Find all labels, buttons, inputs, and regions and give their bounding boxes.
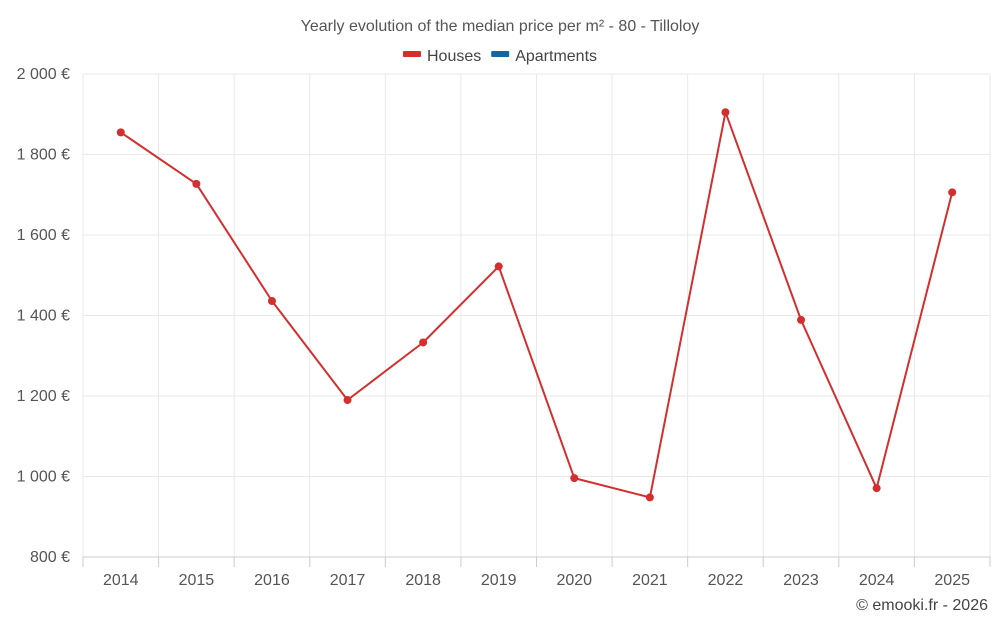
y-tick-label: 1 400 € <box>17 308 70 325</box>
x-tick-label: 2019 <box>481 572 517 589</box>
x-tick-label: 2017 <box>330 572 366 589</box>
data-point[interactable] <box>570 474 579 483</box>
x-tick-label: 2014 <box>103 572 139 589</box>
x-tick-label: 2025 <box>934 572 970 589</box>
data-point[interactable] <box>872 484 881 493</box>
data-point[interactable] <box>267 297 276 306</box>
x-tick-label: 2020 <box>556 572 592 589</box>
data-point[interactable] <box>343 396 352 405</box>
data-point[interactable] <box>797 315 806 324</box>
x-tick-label: 2023 <box>783 572 819 589</box>
y-axis: 800 € 1 000 € 1 200 € 1 400 € 1 600 € 1 800 €… <box>17 66 70 566</box>
legend-label: Houses <box>427 48 481 65</box>
chart-title: Yearly evolution of the median price per… <box>301 18 700 35</box>
legend-label: Apartments <box>515 48 597 65</box>
y-tick-label: 1 000 € <box>17 469 70 486</box>
legend-swatch <box>403 51 421 57</box>
data-point[interactable] <box>721 108 730 117</box>
data-point[interactable] <box>645 493 654 502</box>
legend-swatch <box>491 51 510 57</box>
y-tick-label: 1 200 € <box>17 388 70 405</box>
legend[interactable]: Houses Apartments <box>403 48 597 65</box>
x-tick-label: 2016 <box>254 572 290 589</box>
x-tick-label: 2021 <box>632 572 668 589</box>
series-layer <box>116 108 957 502</box>
x-tick-label: 2018 <box>405 572 441 589</box>
legend-item-apartments[interactable]: Apartments <box>491 48 597 65</box>
grid <box>82 73 991 557</box>
y-tick-label: 2 000 € <box>17 66 70 83</box>
data-point[interactable] <box>419 338 428 347</box>
data-point[interactable] <box>948 188 957 197</box>
data-point[interactable] <box>116 128 125 137</box>
y-tick-label: 1 800 € <box>17 147 70 164</box>
data-point[interactable] <box>192 179 201 188</box>
x-tick-label: 2015 <box>179 572 215 589</box>
x-tick-label: 2024 <box>859 572 895 589</box>
x-tick-label: 2022 <box>708 572 744 589</box>
y-tick-label: 1 600 € <box>17 227 70 244</box>
x-axis: 2014 2015 2016 2017 2018 2019 2020 2021 2022 2023… <box>82 556 991 589</box>
legend-item-houses[interactable]: Houses <box>403 48 481 65</box>
credit-text: © emooki.fr - 2026 <box>856 597 988 614</box>
data-point[interactable] <box>494 262 503 271</box>
series-line-houses[interactable] <box>120 111 954 499</box>
y-tick-label: 800 € <box>30 549 70 566</box>
